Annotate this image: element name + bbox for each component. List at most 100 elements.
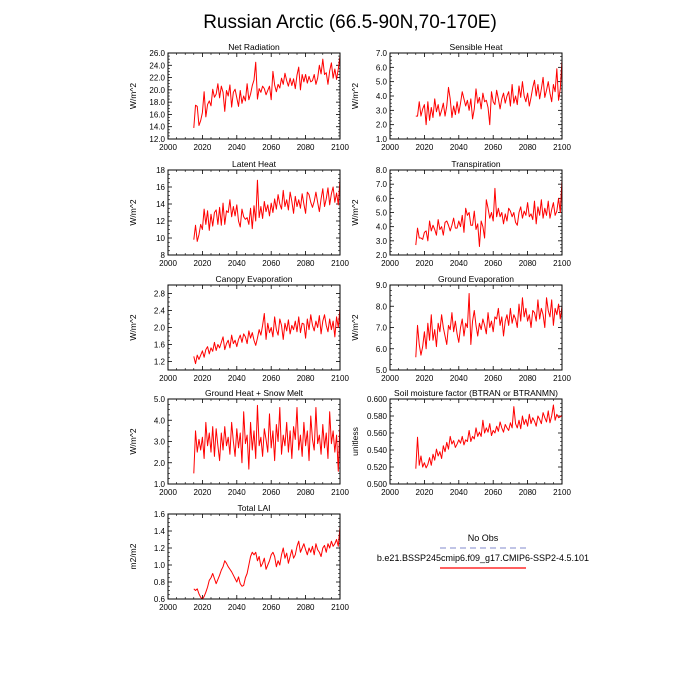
panels: Net Radiation W/m^2 2000 2020 2040 2060 2080 21… [128, 42, 571, 612]
y-axis-label: W/m^2 [350, 83, 360, 109]
x-tick-label: 2080 [519, 488, 537, 497]
y-tick-label: 7.0 [376, 180, 388, 189]
plot-frame [167, 398, 341, 485]
x-tick-label: 2000 [381, 259, 399, 268]
x-tick-label: 2040 [228, 259, 246, 268]
plot-frame [167, 513, 341, 600]
x-tick-label: 2000 [159, 603, 177, 612]
x-tick-label: 2040 [450, 143, 468, 152]
x-tick-label: 2040 [228, 374, 246, 383]
y-tick-label: 5.0 [376, 366, 388, 375]
y-tick-label: 0.580 [367, 412, 388, 421]
y-tick-label: 2.0 [376, 251, 388, 260]
panel-7: Ground Heat + Snow Melt W/m^2 2000 2020 2040… [128, 388, 349, 497]
x-tick-label: 2100 [331, 488, 349, 497]
panel-title: Transpiration [451, 159, 501, 169]
x-tick-label: 2020 [416, 488, 434, 497]
legend-obs-label: No Obs [468, 533, 499, 543]
y-tick-label: 1.0 [154, 480, 166, 489]
y-tick-label: 12 [156, 217, 165, 226]
y-tick-label: 2.0 [154, 459, 166, 468]
y-tick-label: 26.0 [149, 49, 165, 58]
panel-5: Canopy Evaporation W/m^2 2000 2020 2040 2060 2… [128, 274, 349, 383]
y-tick-label: 8.0 [376, 166, 388, 175]
y-tick-label: 0.6 [154, 595, 166, 604]
panel-title: Sensible Heat [450, 42, 504, 52]
x-tick-label: 2020 [194, 259, 212, 268]
y-tick-label: 7.0 [376, 49, 388, 58]
y-tick-label: 16 [156, 183, 165, 192]
x-tick-label: 2060 [484, 143, 502, 152]
x-tick-label: 2060 [262, 259, 280, 268]
y-axis-label: W/m^2 [350, 314, 360, 340]
series-line-model [193, 404, 341, 474]
x-tick-label: 2060 [262, 488, 280, 497]
x-tick-label: 2100 [331, 374, 349, 383]
series-line-model [193, 308, 341, 365]
y-tick-label: 0.600 [367, 395, 388, 404]
y-axis-label: W/m^2 [350, 199, 360, 225]
y-tick-label: 2.8 [154, 290, 166, 299]
series-line-model [415, 60, 563, 126]
x-tick-label: 2080 [297, 143, 315, 152]
series-line-model [193, 179, 341, 242]
x-tick-label: 2100 [553, 259, 571, 268]
y-tick-label: 0.520 [367, 463, 388, 472]
legend-model-label: b.e21.BSSP245cmip6.f09_g17.CMIP6-SSP2-4.… [377, 553, 589, 563]
y-tick-label: 2.0 [154, 324, 166, 333]
y-tick-label: 18.0 [149, 98, 165, 107]
x-tick-label: 2000 [381, 143, 399, 152]
panel-title: Ground Heat + Snow Melt [205, 388, 304, 398]
x-tick-label: 2060 [484, 374, 502, 383]
panel-title: Ground Evaporation [438, 274, 514, 284]
x-tick-label: 2020 [416, 143, 434, 152]
y-tick-label: 1.0 [154, 561, 166, 570]
panel-6: Ground Evaporation W/m^2 2000 2020 2040 2060 2… [350, 274, 571, 383]
y-tick-label: 8 [161, 251, 166, 260]
x-tick-label: 2000 [159, 143, 177, 152]
x-tick-label: 2100 [331, 143, 349, 152]
y-tick-label: 1.2 [154, 544, 166, 553]
y-tick-label: 3.0 [376, 106, 388, 115]
y-tick-label: 2.4 [154, 307, 166, 316]
x-tick-label: 2080 [297, 259, 315, 268]
x-tick-label: 2040 [450, 374, 468, 383]
figure-title: Russian Arctic (66.5-90N,70-170E) [203, 12, 497, 33]
panel-4: Transpiration W/m^2 2000 2020 2040 2060 2080 21… [350, 159, 571, 268]
plot-frame [389, 52, 563, 140]
x-tick-label: 2000 [381, 374, 399, 383]
x-tick-label: 2040 [450, 488, 468, 497]
y-tick-label: 1.0 [376, 135, 388, 144]
x-tick-label: 2080 [519, 143, 537, 152]
x-tick-label: 2040 [228, 603, 246, 612]
x-tick-label: 2080 [297, 488, 315, 497]
x-tick-label: 2100 [331, 259, 349, 268]
y-axis-label: W/m^2 [128, 314, 138, 340]
plot-frame [389, 284, 563, 371]
y-tick-label: 0.500 [367, 480, 388, 489]
series-line-model [415, 404, 563, 469]
series-line-model [415, 179, 563, 247]
panel-3: Latent Heat W/m^2 2000 2020 2040 2060 2080 2100… [128, 159, 349, 268]
y-axis-label: W/m^2 [128, 428, 138, 454]
y-tick-label: 20.0 [149, 86, 165, 95]
y-tick-label: 4.0 [376, 223, 388, 232]
x-tick-label: 2100 [553, 143, 571, 152]
y-axis-label: W/m^2 [128, 83, 138, 109]
y-tick-label: 6.0 [376, 345, 388, 354]
x-tick-label: 2060 [484, 259, 502, 268]
plot-frame [167, 169, 341, 256]
x-tick-label: 2060 [262, 374, 280, 383]
x-tick-label: 2040 [228, 488, 246, 497]
x-tick-label: 2020 [194, 374, 212, 383]
y-tick-label: 9.0 [376, 281, 388, 290]
y-axis-label: W/m^2 [128, 199, 138, 225]
x-tick-label: 2080 [297, 374, 315, 383]
y-tick-label: 0.560 [367, 429, 388, 438]
y-axis-label: m2/m2 [128, 543, 138, 569]
x-tick-label: 2060 [262, 143, 280, 152]
x-tick-label: 2000 [159, 488, 177, 497]
plot-frame [167, 52, 341, 140]
y-tick-label: 4.0 [154, 416, 166, 425]
y-tick-label: 1.6 [154, 341, 166, 350]
